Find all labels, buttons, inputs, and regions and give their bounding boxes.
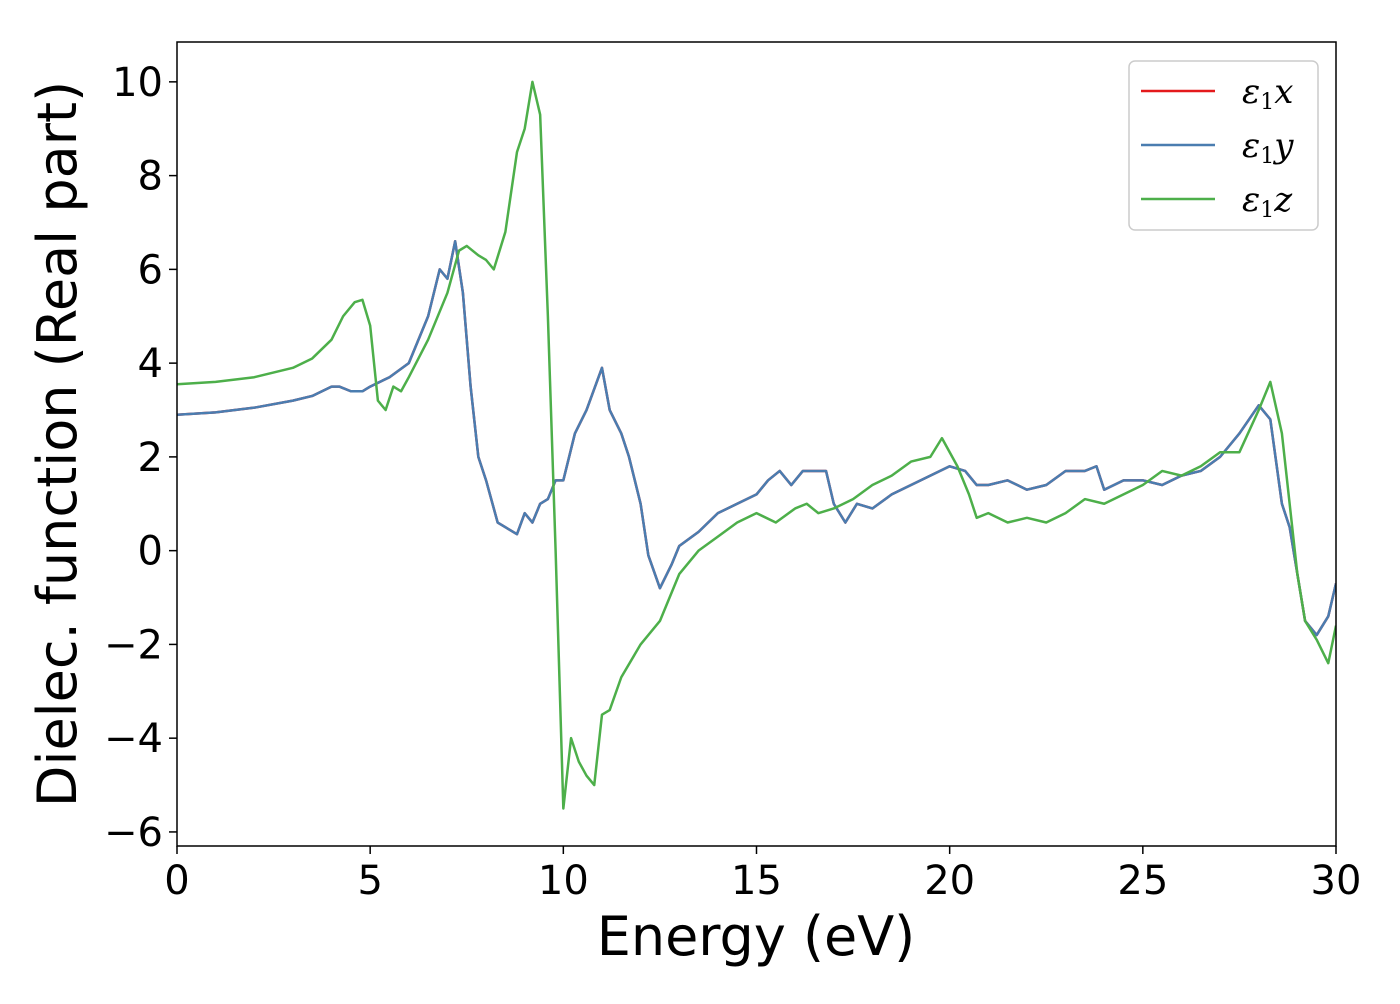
legend-label-z: ε1z [1242, 180, 1293, 223]
y-tick-label: −6 [104, 810, 163, 856]
y-axis-label: Dielec. function (Real part) [26, 81, 89, 807]
legend-label-y: ε1y [1242, 126, 1294, 169]
x-axis: 0 5 10 15 20 25 30 [164, 846, 1361, 904]
plot-lines [177, 80, 1336, 810]
y-tick-label: 4 [138, 341, 163, 387]
x-tick-label: 25 [1117, 858, 1168, 904]
x-tick-label: 30 [1311, 858, 1362, 904]
y-axis: −6 −4 −2 0 2 4 6 8 10 [104, 60, 177, 856]
series-line-z [177, 80, 1336, 810]
y-tick-label: 6 [138, 247, 163, 293]
x-tick-label: 20 [924, 858, 975, 904]
y-tick-label: 8 [138, 154, 163, 200]
legend: ε1x ε1y ε1z [1128, 60, 1319, 231]
series-line-y [177, 239, 1336, 637]
legend-label-x: ε1x [1242, 72, 1293, 115]
legend-box [1128, 60, 1319, 231]
x-tick-label: 10 [538, 858, 589, 904]
x-tick-label: 5 [357, 858, 382, 904]
y-tick-label: 10 [112, 60, 163, 106]
x-tick-label: 15 [731, 858, 782, 904]
x-tick-label: 0 [164, 858, 189, 904]
series-line-x [177, 239, 1336, 637]
y-tick-label: −4 [104, 716, 163, 762]
x-axis-label: Energy (eV) [597, 905, 916, 968]
y-tick-label: −2 [104, 622, 163, 668]
y-tick-label: 2 [138, 435, 163, 481]
y-tick-label: 0 [138, 529, 163, 575]
